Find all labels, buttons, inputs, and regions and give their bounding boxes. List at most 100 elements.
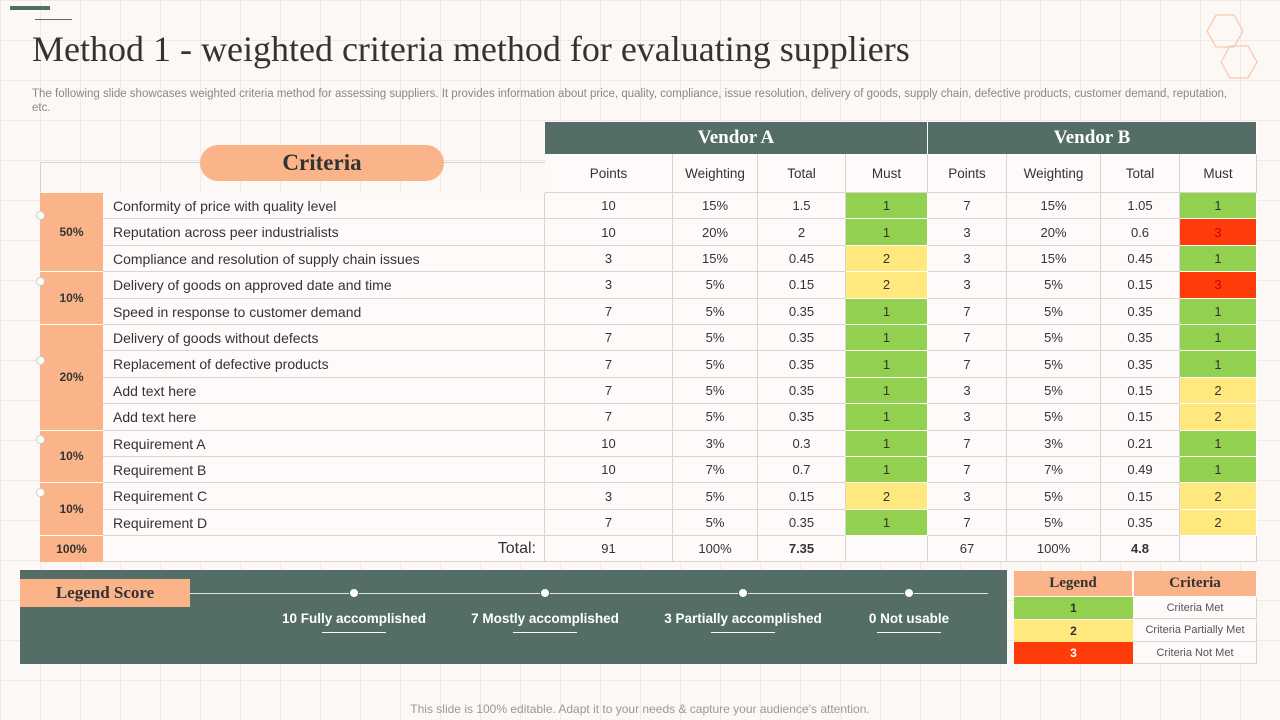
group-dot — [36, 435, 45, 444]
value-cell: 10 — [545, 430, 673, 457]
total-value: 91 — [545, 536, 673, 563]
criterion-name: Conformity of price with quality level — [103, 193, 545, 220]
value-cell: 7 — [928, 351, 1007, 378]
value-cell: 5% — [1007, 377, 1101, 405]
value-cell: 5% — [673, 509, 758, 537]
value-cell: 0.35 — [1101, 509, 1180, 537]
value-cell: 0.15 — [1101, 272, 1180, 299]
value-cell: 7 — [928, 325, 1007, 352]
value-cell: 3 — [545, 483, 673, 510]
value-cell: 3 — [545, 245, 673, 273]
must-cell: 1 — [846, 509, 928, 537]
value-cell: 5% — [1007, 404, 1101, 431]
group-weight: 10% — [40, 272, 103, 325]
column-header: Must — [1180, 154, 1257, 193]
group-weight: 20% — [40, 325, 103, 431]
criterion-name: Requirement D — [103, 509, 545, 537]
value-cell: 0.45 — [1101, 245, 1180, 273]
value-cell: 0.15 — [1101, 404, 1180, 431]
must-cell: 1 — [846, 325, 928, 352]
value-cell: 5% — [1007, 509, 1101, 537]
group-weight: 10% — [40, 483, 103, 537]
legend-score-item: 7 Mostly accomplished — [471, 610, 619, 626]
value-cell: 7 — [545, 298, 673, 325]
value-cell: 5% — [673, 377, 758, 405]
must-cell: 1 — [1180, 298, 1257, 325]
value-cell: 0.15 — [1101, 377, 1180, 405]
must-cell: 2 — [1180, 509, 1257, 537]
criterion-name: Add text here — [103, 404, 545, 431]
value-cell: 15% — [673, 245, 758, 273]
value-cell: 3 — [928, 219, 1007, 246]
legend-score-underline — [711, 632, 775, 633]
value-cell: 0.35 — [758, 404, 846, 431]
value-cell: 5% — [1007, 483, 1101, 510]
must-cell: 1 — [846, 193, 928, 220]
vendor-header: Vendor B — [928, 122, 1257, 154]
value-cell: 7 — [928, 430, 1007, 457]
value-cell: 2 — [758, 219, 846, 246]
value-cell: 3 — [928, 404, 1007, 431]
value-cell: 3% — [1007, 430, 1101, 457]
legend-text: Criteria Met — [1134, 597, 1257, 619]
must-cell: 1 — [1180, 245, 1257, 273]
value-cell: 3 — [928, 483, 1007, 510]
legend-code: 1 — [1014, 597, 1133, 619]
legend-score-underline — [877, 632, 941, 633]
value-cell: 0.21 — [1101, 430, 1180, 457]
value-cell: 0.35 — [758, 509, 846, 537]
legend-score-item: 3 Partially accomplished — [664, 610, 822, 626]
value-cell: 0.35 — [758, 325, 846, 352]
column-header: Total — [758, 154, 846, 193]
criterion-name: Reputation across peer industrialists — [103, 219, 545, 246]
legend-score-line — [190, 593, 988, 594]
total-must — [1180, 536, 1257, 563]
value-cell: 10 — [545, 219, 673, 246]
decor-bar — [10, 6, 50, 10]
value-cell: 3 — [928, 245, 1007, 273]
criterion-name: Requirement A — [103, 430, 545, 457]
value-cell: 20% — [673, 219, 758, 246]
criterion-name: Delivery of goods on approved date and t… — [103, 272, 545, 299]
value-cell: 0.35 — [758, 377, 846, 405]
value-cell: 7 — [928, 457, 1007, 484]
value-cell: 7 — [545, 377, 673, 405]
legend-header: Criteria — [1134, 571, 1257, 596]
total-value: 100% — [673, 536, 758, 563]
must-cell: 2 — [1180, 483, 1257, 510]
legend-code: 2 — [1014, 619, 1133, 642]
value-cell: 3 — [545, 272, 673, 299]
legend-score-title: Legend Score — [20, 579, 190, 607]
must-cell: 1 — [846, 404, 928, 431]
decor-hexagons — [1206, 14, 1258, 79]
column-header: Total — [1101, 154, 1180, 193]
value-cell: 15% — [1007, 245, 1101, 273]
column-header: Points — [928, 154, 1007, 193]
must-cell: 2 — [1180, 404, 1257, 431]
legend-score-dot — [904, 588, 914, 598]
value-cell: 20% — [1007, 219, 1101, 246]
vendor-header: Vendor A — [545, 122, 928, 154]
criterion-name: Add text here — [103, 377, 545, 405]
must-cell: 1 — [846, 457, 928, 484]
total-weight: 100% — [40, 536, 103, 563]
criterion-name: Requirement B — [103, 457, 545, 484]
value-cell: 0.15 — [758, 272, 846, 299]
value-cell: 1.05 — [1101, 193, 1180, 220]
value-cell: 0.7 — [758, 457, 846, 484]
legend-score-underline — [322, 632, 386, 633]
legend-score-item: 10 Fully accomplished — [281, 610, 427, 626]
group-weight: 10% — [40, 430, 103, 484]
value-cell: 5% — [673, 325, 758, 352]
value-cell: 0.15 — [758, 483, 846, 510]
must-cell: 1 — [846, 351, 928, 378]
value-cell: 5% — [1007, 272, 1101, 299]
legend-text: Criteria Not Met — [1134, 642, 1257, 665]
must-cell: 3 — [1180, 272, 1257, 299]
criterion-name: Requirement C — [103, 483, 545, 510]
total-value: 4.8 — [1101, 536, 1180, 563]
group-dot — [36, 355, 45, 365]
title: Method 1 - weighted criteria method for … — [32, 29, 910, 69]
value-cell: 7 — [545, 404, 673, 431]
